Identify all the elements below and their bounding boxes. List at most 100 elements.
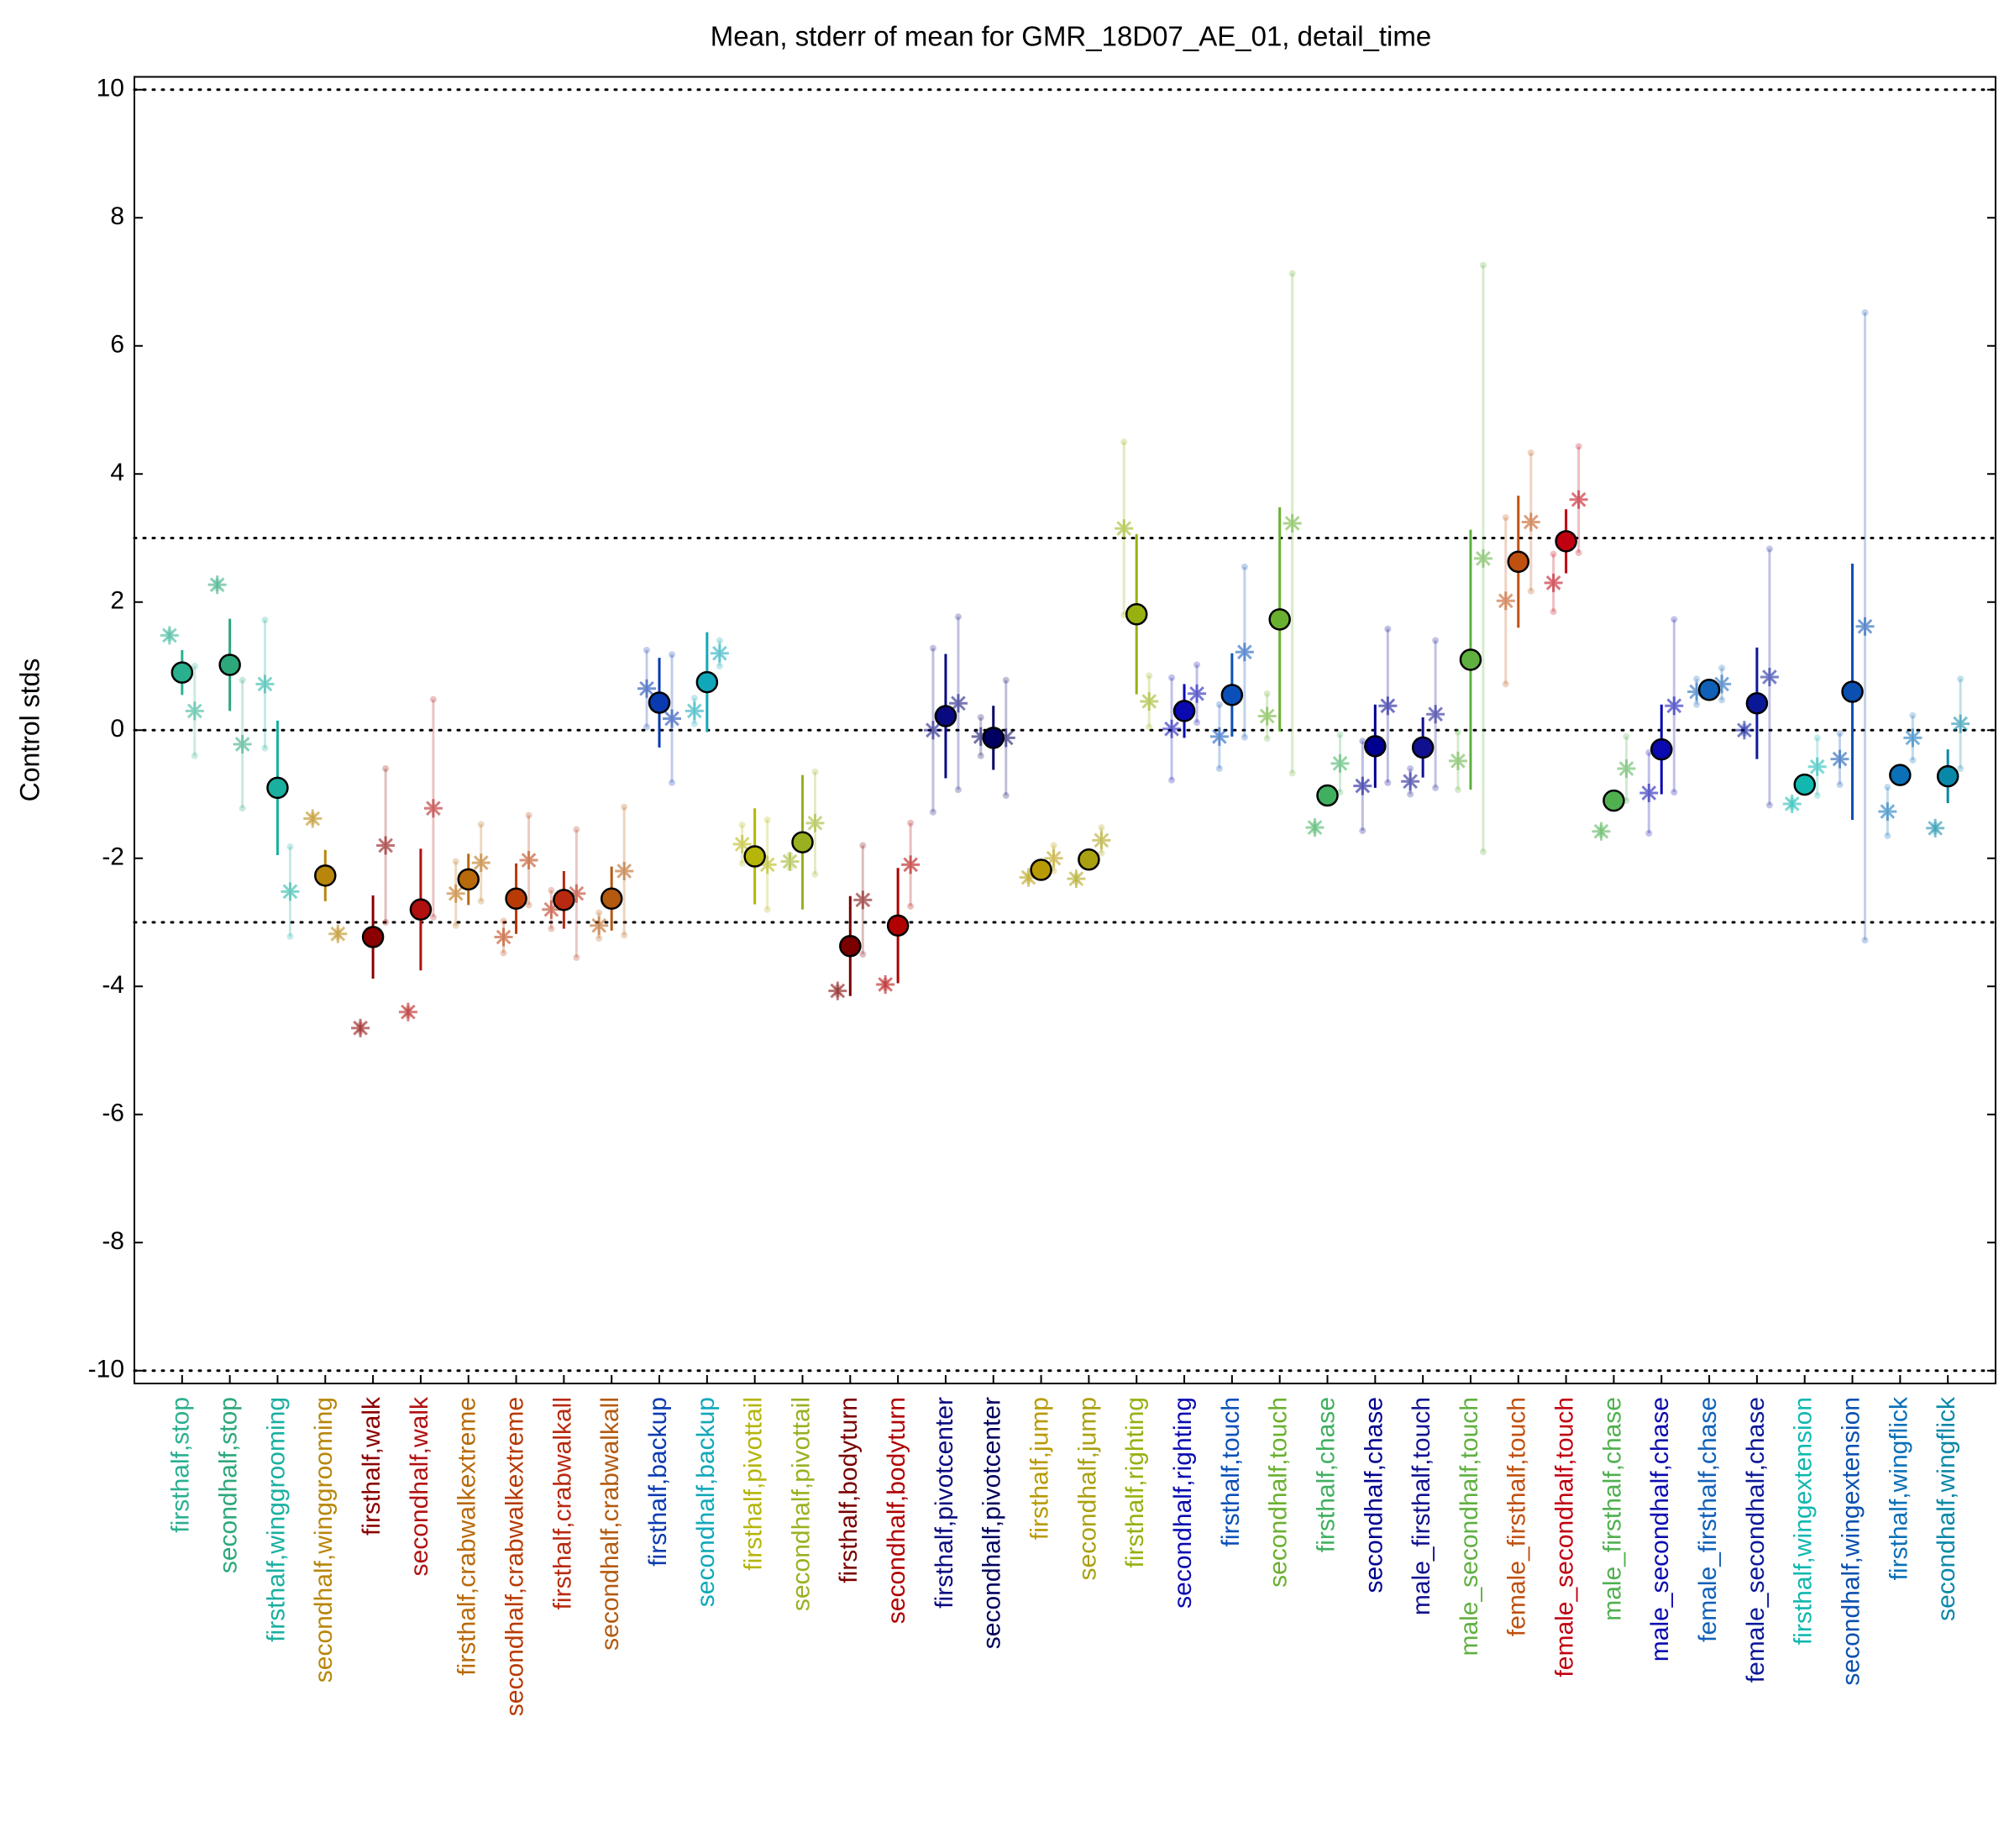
x-tick-label: secondhalf,touch	[1265, 1397, 1293, 1588]
star-marker	[1401, 772, 1420, 791]
star-marker	[1257, 706, 1277, 726]
star-error-cap	[1502, 514, 1509, 522]
mean-marker	[1172, 700, 1196, 722]
star-error-cap	[573, 953, 580, 961]
star-marker	[1330, 753, 1350, 773]
star-error-cap	[1407, 790, 1414, 798]
star-error-cap	[1288, 769, 1296, 777]
x-tick-label: secondhalf,wingextension	[1837, 1397, 1865, 1686]
star-error-cap	[595, 935, 603, 942]
star-error-cap	[1813, 734, 1821, 742]
star-marker	[1734, 721, 1754, 740]
x-tick-label: male_secondhalf,chase	[1646, 1397, 1674, 1662]
star-error-cap	[1765, 801, 1773, 809]
star-marker	[303, 809, 323, 828]
star-error-cap	[261, 617, 269, 624]
star-error-cap	[1575, 443, 1582, 450]
star-marker	[1521, 512, 1540, 532]
star-error-cap	[191, 752, 198, 759]
mean-marker	[1602, 789, 1625, 812]
star-marker	[1617, 759, 1636, 778]
star-error-cap	[1432, 784, 1440, 791]
x-tick-label: secondhalf,jump	[1073, 1397, 1101, 1580]
star-error-cap	[1693, 701, 1701, 708]
x-tick-label: secondhalf,crabwalkall	[596, 1397, 624, 1651]
mean-marker	[361, 926, 385, 948]
star-marker	[876, 974, 895, 994]
star-marker	[1665, 696, 1684, 716]
x-tick-label: secondhalf,bodyturn	[883, 1397, 910, 1624]
star-error-cap	[1336, 731, 1344, 738]
star-error-cap	[1359, 738, 1366, 745]
star-error-cap	[907, 819, 915, 827]
star-error-cap	[1002, 792, 1010, 800]
mean-marker	[1268, 608, 1291, 631]
star-marker	[1019, 868, 1038, 887]
mean-marker	[1650, 738, 1673, 761]
star-marker	[185, 701, 204, 721]
star-marker	[1569, 490, 1588, 509]
star-error-cap	[859, 951, 867, 958]
star-error-cap	[573, 826, 580, 833]
star-error-cap	[1241, 563, 1248, 570]
star-error-cap	[954, 786, 962, 794]
star-error-cap	[429, 913, 437, 921]
x-tick-label: firsthalf,crabwalkextreme	[454, 1397, 481, 1676]
star-marker	[423, 799, 443, 818]
star-error-cap	[738, 859, 746, 867]
mean-marker	[648, 691, 671, 714]
star-marker	[1209, 727, 1229, 746]
x-tick-label: male_secondhalf,touch	[1456, 1397, 1483, 1656]
star-marker	[1162, 719, 1182, 738]
x-tick-label: firsthalf,touch	[1217, 1397, 1245, 1546]
mean-marker	[1745, 691, 1769, 715]
x-tick-label: secondhalf,pivotcenter	[978, 1397, 1006, 1649]
star-marker	[637, 679, 657, 698]
star-error-cap	[1884, 784, 1891, 791]
star-error-cap	[1527, 587, 1534, 595]
star-error-cap	[1263, 690, 1271, 697]
mean-marker	[1697, 678, 1721, 701]
star-error-cap	[1957, 675, 1964, 683]
star-error-cap	[1359, 827, 1366, 834]
star-error-cap	[1454, 786, 1461, 794]
mean-marker	[553, 889, 575, 911]
star-marker	[1951, 714, 1970, 733]
star-marker	[494, 927, 513, 947]
star-marker	[446, 884, 465, 903]
star-marker	[542, 900, 561, 919]
x-tick-label: male_firsthalf,touch	[1408, 1397, 1435, 1615]
star-error-cap	[1241, 733, 1248, 741]
star-error-cap	[1861, 309, 1869, 317]
star-error-cap	[452, 921, 459, 929]
star-error-cap	[738, 822, 746, 829]
star-error-cap	[954, 613, 962, 621]
mean-marker	[695, 670, 719, 694]
star-error-cap	[1120, 438, 1128, 446]
star-error-cap	[286, 932, 294, 940]
star-marker	[1473, 549, 1492, 568]
star-marker	[160, 626, 179, 645]
star-marker	[1353, 776, 1372, 795]
star-error-cap	[1479, 261, 1487, 269]
star-marker	[1926, 818, 1945, 837]
star-marker	[1878, 802, 1897, 822]
star-error-cap	[1146, 723, 1153, 731]
mean-marker	[505, 887, 527, 911]
star-error-cap	[525, 811, 532, 819]
star-error-cap	[429, 696, 437, 703]
star-marker	[710, 643, 729, 663]
star-error-cap	[859, 842, 867, 849]
star-error-cap	[1693, 675, 1701, 683]
x-tick-label: firsthalf,bodyturn	[835, 1397, 863, 1583]
star-marker	[1496, 591, 1515, 611]
star-error-cap	[1836, 781, 1844, 789]
star-marker	[376, 836, 396, 855]
x-tick-label: firsthalf,winggrooming	[262, 1397, 290, 1642]
star-error-cap	[1645, 830, 1653, 837]
x-tick-label: secondhalf,chase	[1360, 1397, 1387, 1593]
y-tick-label: -2	[102, 843, 124, 871]
star-error-cap	[1550, 608, 1557, 616]
y-tick-label: -4	[102, 971, 124, 999]
